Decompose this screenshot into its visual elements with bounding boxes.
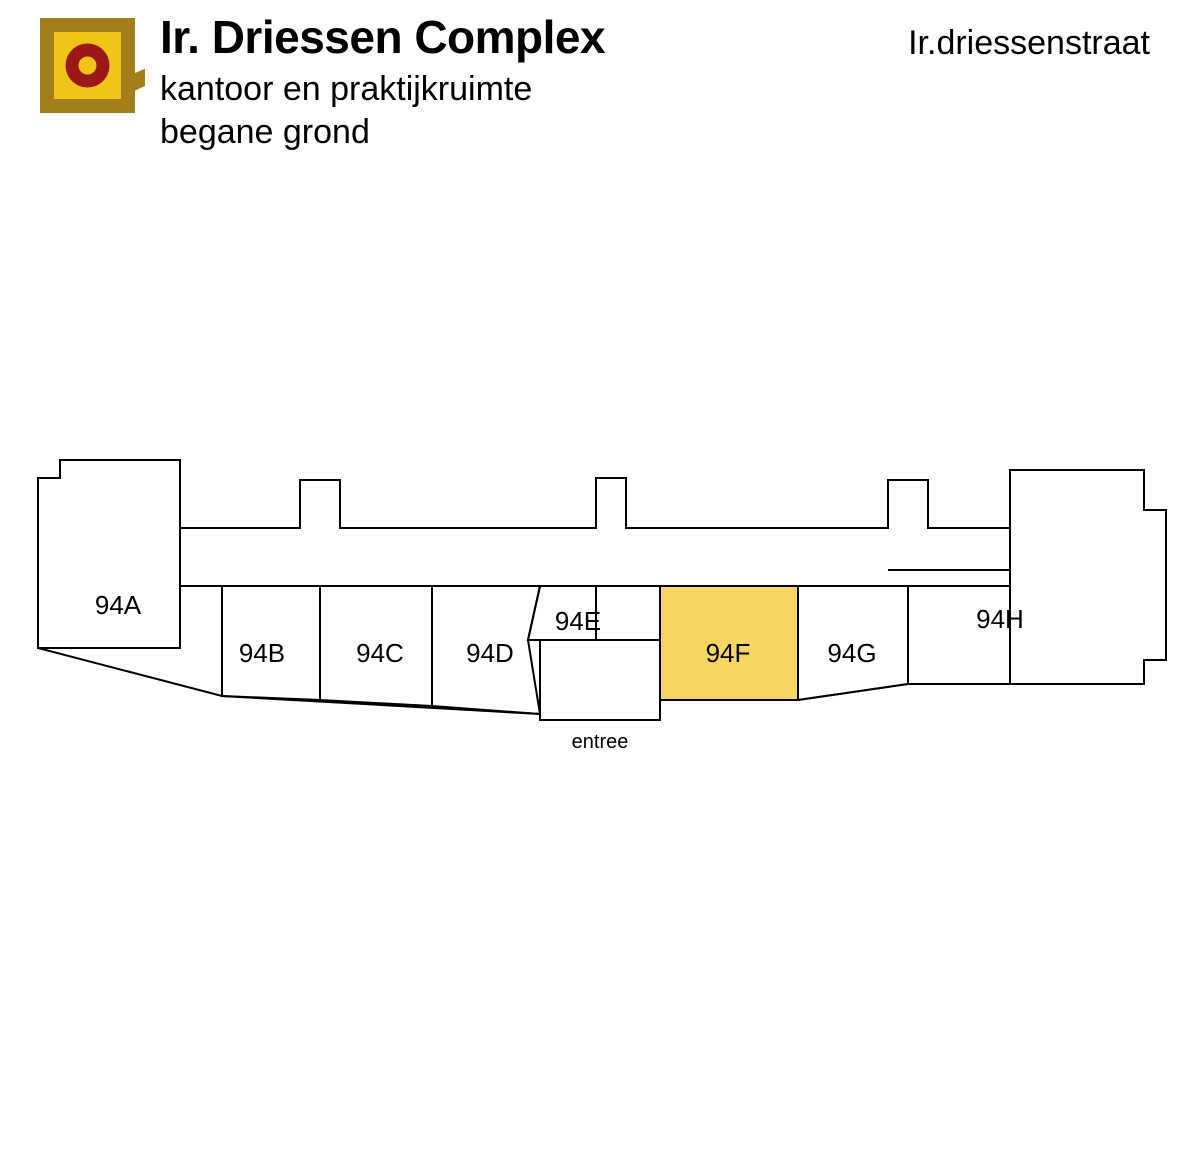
unit-label-94H: 94H bbox=[976, 604, 1024, 634]
entree-fill bbox=[540, 640, 660, 720]
unit-label-94A: 94A bbox=[95, 590, 142, 620]
entree-label: entree bbox=[572, 731, 629, 753]
unit-fill-94H bbox=[1010, 470, 1166, 684]
unit-label-94D: 94D bbox=[466, 638, 514, 668]
unit-label-94C: 94C bbox=[356, 638, 404, 668]
floor-plan: 94A 94B 94C 94D 94E 94F 94G 94H entree bbox=[0, 0, 1200, 1153]
unit-label-94G: 94G bbox=[827, 638, 876, 668]
unit-label-94F: 94F bbox=[706, 638, 751, 668]
unit-label-94E: 94E bbox=[555, 606, 601, 636]
unit-label-94B: 94B bbox=[239, 638, 285, 668]
